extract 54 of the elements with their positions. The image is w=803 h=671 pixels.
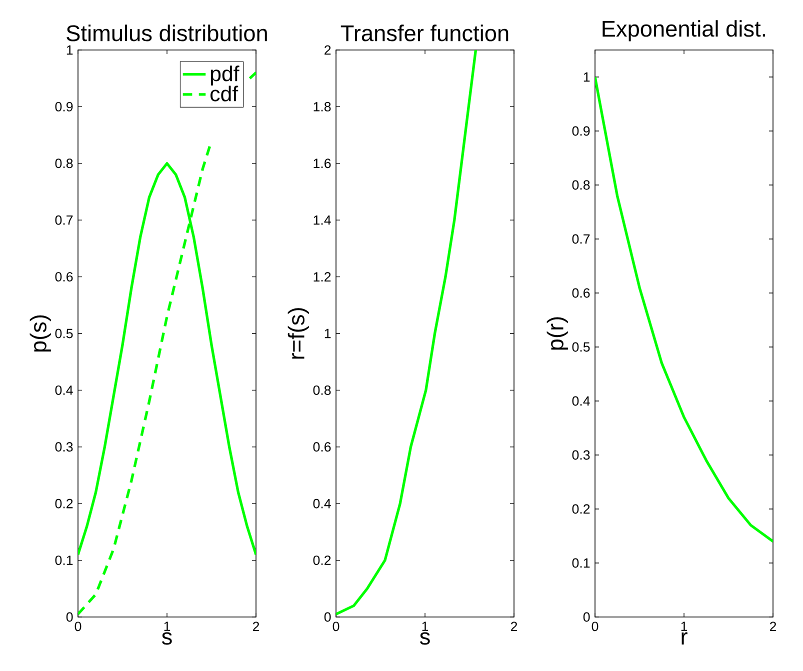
x-tick-label: 1: [681, 622, 688, 631]
y-tick-label: 0.3: [55, 442, 73, 452]
x-tick-label: 0: [332, 622, 340, 632]
y-tick-label: 0.6: [572, 288, 590, 298]
y-tick-label: 0.9: [55, 102, 73, 112]
y-tick-label: 1.8: [314, 102, 331, 112]
y-tick-label: 1: [584, 72, 590, 82]
y-tick-label: 0: [583, 612, 590, 622]
y-tick-label: 1.4: [314, 216, 331, 225]
y-tick-label: 0.4: [313, 498, 331, 508]
legend-label: cdf: [210, 86, 238, 102]
y-tick-label: 0.8: [572, 180, 590, 190]
y-tick-label: 0.7: [572, 234, 590, 244]
chart-title: Exponential dist.: [602, 20, 766, 42]
y-tick-label: 2: [324, 45, 331, 55]
y-tick-label: 0.5: [55, 328, 73, 338]
y-tick-label: 0.1: [55, 556, 73, 566]
y-tick-label: 1.2: [314, 272, 331, 282]
x-tick-label: 0: [592, 622, 598, 632]
y-tick-label: 0.4: [572, 396, 590, 406]
x-tick-label: 2: [252, 622, 260, 632]
x-tick-label: 0: [74, 622, 82, 632]
y-tick-label: 0.8: [313, 385, 331, 395]
y-tick-label: 0.5: [572, 342, 590, 352]
chart-title: Transfer function: [340, 24, 508, 42]
chart-title: Stimulus distribution: [66, 24, 267, 42]
y-axis-title: p(s): [30, 315, 51, 352]
y-tick-label: 1: [66, 45, 73, 55]
y-tick-label: 1.6: [314, 158, 331, 168]
y-axis-title: r=f(s): [288, 308, 309, 359]
y-axis-title: p(r): [546, 317, 568, 350]
y-tick-label: 0.6: [55, 272, 73, 282]
x-axis-title: s: [162, 632, 172, 645]
y-tick-label: 0.3: [572, 450, 590, 460]
x-tick-label: 1: [164, 622, 170, 631]
y-tick-label: 0.2: [313, 556, 331, 566]
y-tick-label: 0.2: [572, 504, 590, 514]
y-tick-label: 0: [324, 612, 331, 622]
x-tick-label: 2: [770, 622, 776, 632]
y-tick-label: 0.1: [572, 558, 590, 568]
y-tick-label: 1: [324, 328, 331, 338]
y-tick-label: 0.9: [572, 126, 590, 136]
line-series: [595, 76, 774, 543]
y-tick-label: 0.8: [55, 158, 73, 168]
y-tick-label: 0.2: [55, 498, 73, 508]
legend-label: pdf: [210, 66, 240, 86]
x-axis-title: r: [682, 632, 688, 644]
y-tick-label: 0: [66, 612, 73, 622]
y-tick-label: 0.6: [313, 442, 331, 452]
y-tick-label: 0.4: [55, 385, 73, 395]
y-tick-label: 0.7: [55, 215, 73, 225]
x-tick-label: 2: [510, 622, 518, 632]
x-axis-title: s: [420, 632, 430, 645]
x-tick-label: 1: [422, 622, 428, 631]
